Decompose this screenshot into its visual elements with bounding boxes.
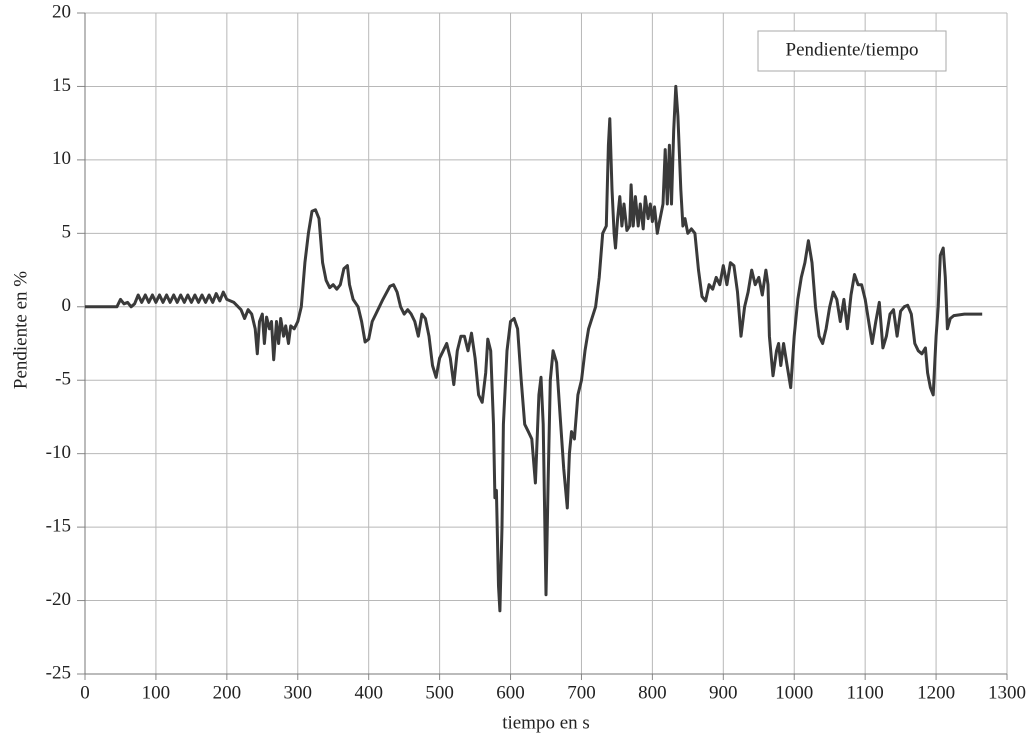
legend-label: Pendiente/tiempo: [786, 39, 919, 60]
x-tick-label: 400: [354, 682, 383, 703]
x-tick-label: 500: [425, 682, 454, 703]
x-tick-label: 1000: [775, 682, 813, 703]
y-tick-label: -25: [46, 662, 71, 683]
x-axis-label: tiempo en s: [502, 712, 590, 733]
y-tick-label: 0: [62, 295, 72, 316]
x-tick-label: 200: [213, 682, 242, 703]
y-tick-label: 15: [52, 75, 71, 96]
x-tick-label: 100: [142, 682, 171, 703]
y-tick-label: -10: [46, 442, 71, 463]
x-tick-label: 800: [638, 682, 667, 703]
x-tick-label: 1100: [847, 682, 884, 703]
y-axis-label: Pendiente en %: [10, 271, 31, 389]
y-tick-label: -5: [55, 369, 71, 390]
data-line: [85, 84, 983, 613]
y-tick-label: 20: [52, 1, 71, 22]
y-tick-label: 5: [62, 222, 72, 243]
y-tick-label: 10: [52, 148, 71, 169]
x-tick-label: 0: [80, 682, 90, 703]
x-tick-label: 900: [709, 682, 738, 703]
x-tick-label: 700: [567, 682, 596, 703]
x-tick-label: 1300: [988, 682, 1026, 703]
legend-box: [757, 30, 947, 72]
x-tick-label: 600: [496, 682, 525, 703]
y-tick-label: -20: [46, 589, 71, 610]
y-tick-label: -15: [46, 515, 71, 536]
x-tick-label: 300: [284, 682, 313, 703]
x-tick-label: 1200: [917, 682, 955, 703]
